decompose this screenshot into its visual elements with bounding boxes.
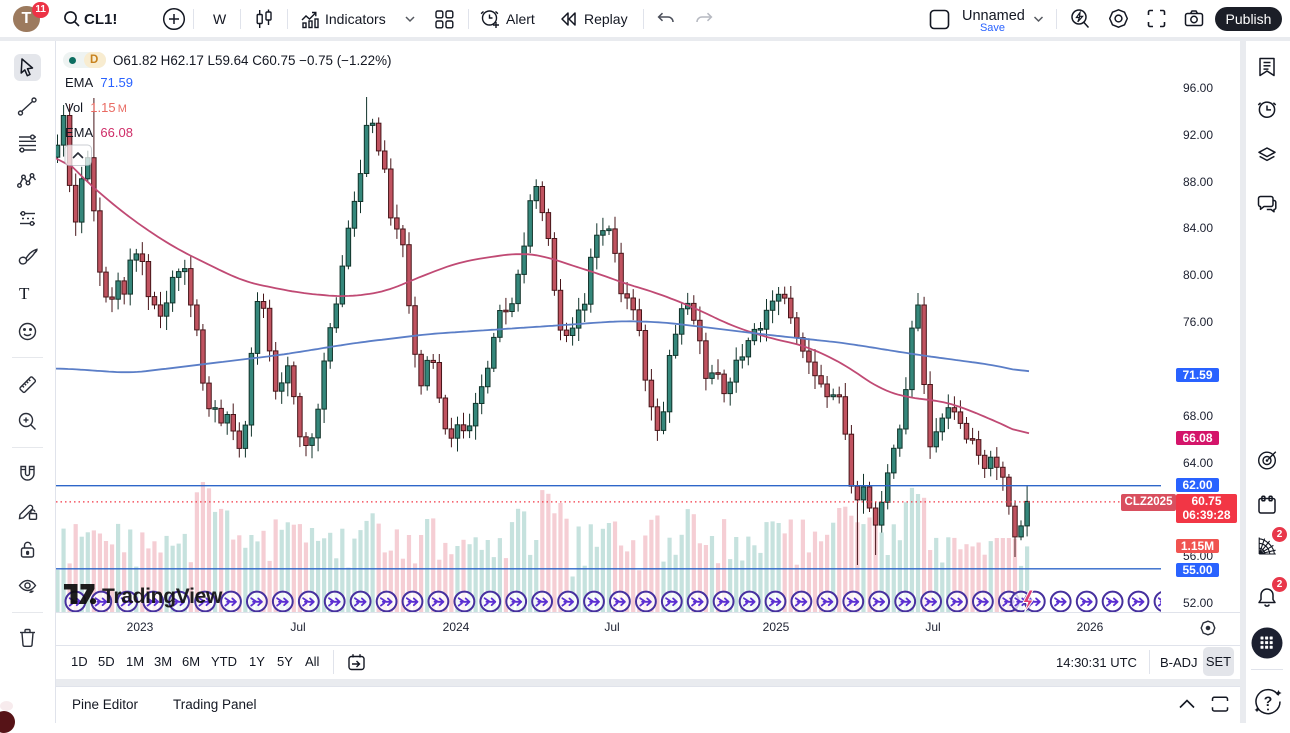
svg-text:TradingView: TradingView xyxy=(102,585,223,608)
svg-text:?: ? xyxy=(1264,693,1273,709)
